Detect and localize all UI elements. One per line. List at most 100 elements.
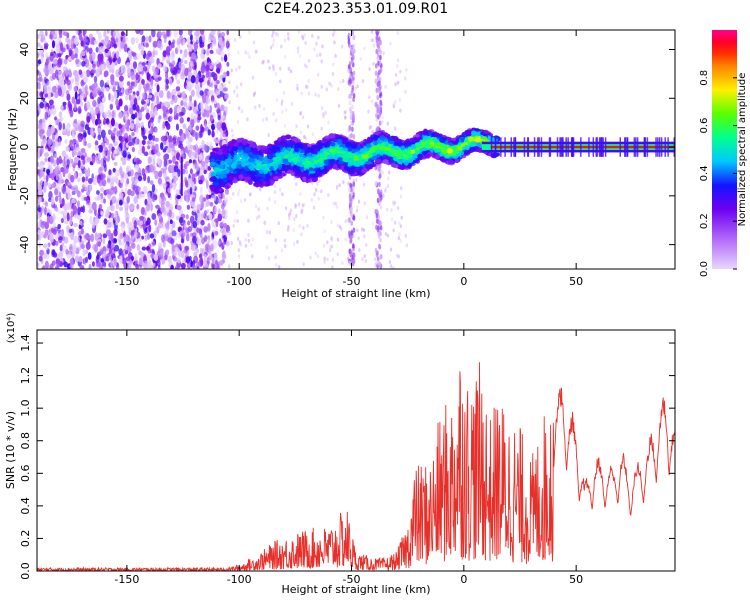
heatmap-speckle xyxy=(100,210,104,216)
heatmap-speckle xyxy=(310,198,314,203)
heatmap-speckle xyxy=(302,225,305,230)
heatmap-speckle xyxy=(207,238,210,243)
heatmap-speckle xyxy=(295,181,298,186)
heatmap-streak xyxy=(377,81,381,87)
heatmap-streak xyxy=(376,56,380,62)
heatmap-speckle xyxy=(213,99,217,105)
heatmap-speckle xyxy=(177,44,181,51)
heatmap-speckle xyxy=(169,115,173,122)
heatmap-streak xyxy=(349,46,353,52)
heatmap-streak xyxy=(375,37,379,43)
heatmap-speckle xyxy=(229,231,232,236)
heatmap-speckle xyxy=(301,34,304,39)
heatmap-speckle xyxy=(273,184,277,189)
heatmap-speckle xyxy=(212,73,218,82)
heatmap-speckle xyxy=(247,218,250,223)
heatmap-speckle xyxy=(120,179,125,184)
heatmap-speckle xyxy=(164,222,170,229)
heatmap-speckle xyxy=(102,233,108,239)
heatmap-speckle xyxy=(404,76,407,81)
heatmap-speckle xyxy=(292,228,295,233)
heatmap-speckle xyxy=(384,84,387,89)
heatmap-speckle xyxy=(287,36,290,41)
heatmap-speckle xyxy=(237,248,240,253)
heatmap-speckle xyxy=(147,196,152,206)
heatmap-speckle xyxy=(163,172,167,178)
heatmap-speckle xyxy=(217,208,221,215)
heatmap-speckle xyxy=(322,215,325,220)
heatmap-speckle xyxy=(123,105,129,112)
heatmap-speckle xyxy=(67,193,72,200)
heatmap-streak xyxy=(377,76,381,82)
heatmap-speckle xyxy=(37,262,40,268)
heatmap-speckle xyxy=(389,264,393,269)
heatmap-speckle xyxy=(49,209,53,215)
heatmap-speckle xyxy=(129,107,134,115)
heatmap-speckle xyxy=(85,199,91,206)
heatmap-speckle xyxy=(37,42,41,48)
heatmap-speckle xyxy=(199,194,204,204)
heatmap-speckle xyxy=(388,259,392,264)
heatmap-speckle xyxy=(69,218,73,226)
heatmap-speckle xyxy=(110,204,115,212)
heatmap-speckle xyxy=(138,257,144,266)
heatmap-speckle xyxy=(205,179,209,189)
heatmap-speckle xyxy=(230,240,233,245)
heatmap-speckle xyxy=(237,192,240,197)
heatmap-speckle xyxy=(399,69,402,74)
heatmap-speckle xyxy=(200,257,204,267)
heatmap-speckle xyxy=(92,177,97,186)
heatmap-speckle xyxy=(110,221,115,228)
heatmap-speckle xyxy=(332,62,335,67)
heatmap-speckle xyxy=(105,209,110,218)
heatmap-speckle xyxy=(303,33,306,38)
heatmap-speckle xyxy=(92,99,97,108)
heatmap-speckle xyxy=(70,232,74,241)
heatmap-speckle xyxy=(90,39,93,45)
heatmap-speckle xyxy=(171,151,175,157)
heatmap-speckle xyxy=(57,223,62,230)
heatmap-streak xyxy=(352,93,356,99)
heatmap-speckle xyxy=(254,49,258,54)
heatmap-speckle xyxy=(46,128,52,138)
heatmap-speckle xyxy=(189,215,195,224)
heatmap-speckle xyxy=(50,51,54,57)
heatmap-speckle xyxy=(187,125,192,131)
heatmap-speckle xyxy=(81,60,86,67)
heatmap-speckle xyxy=(136,90,140,97)
heatmap-speckle xyxy=(178,111,184,117)
heatmap-speckle xyxy=(168,40,172,46)
heatmap-speckle xyxy=(357,236,360,241)
heatmap-speckle xyxy=(223,105,228,113)
heatmap-speckle xyxy=(52,252,58,258)
heatmap-speckle xyxy=(165,71,169,80)
heatmap-speckle xyxy=(299,192,302,197)
heatmap-speckle xyxy=(66,187,70,194)
heatmap-speckle xyxy=(113,186,118,192)
heatmap-speckle xyxy=(284,108,288,113)
heatmap-speckle xyxy=(143,151,149,157)
heatmap-speckle xyxy=(107,50,111,56)
heatmap-streak xyxy=(378,262,382,268)
heatmap-speckle xyxy=(87,252,92,260)
heatmap-speckle xyxy=(208,249,211,254)
heatmap-speckle xyxy=(112,167,116,173)
heatmap-speckle xyxy=(104,36,109,42)
heatmap-speckle xyxy=(206,198,210,208)
heatmap-speckle xyxy=(320,59,323,64)
heatmap-speckle xyxy=(43,180,48,189)
heatmap-speckle xyxy=(399,194,403,199)
heatmap-speckle xyxy=(144,86,147,94)
heatmap-speckle xyxy=(80,79,85,87)
heatmap-streak xyxy=(352,227,356,233)
heatmap-speckle xyxy=(167,159,173,164)
heatmap-speckle xyxy=(100,59,104,65)
heatmap-speckle xyxy=(293,217,296,222)
heatmap-speckle xyxy=(61,150,67,158)
heatmap-speckle xyxy=(192,265,198,269)
heatmap-speckle xyxy=(121,136,126,142)
heatmap-streak xyxy=(350,213,353,219)
heatmap-speckle xyxy=(44,229,48,238)
heatmap-speckle xyxy=(344,237,347,242)
heatmap-speckle xyxy=(156,103,162,110)
